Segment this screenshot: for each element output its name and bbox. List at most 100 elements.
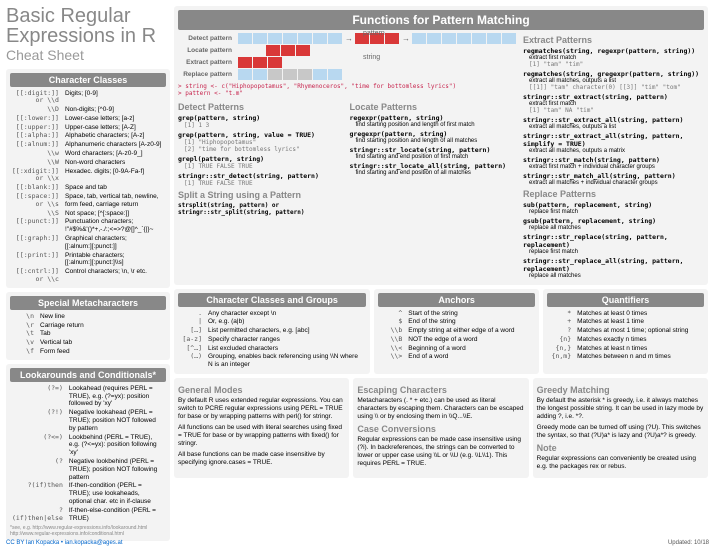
desc-cell: Carriage return bbox=[38, 321, 166, 330]
fn-desc: find starting position and length of fir… bbox=[350, 122, 518, 128]
fn-desc: find starting and end position of first … bbox=[350, 154, 518, 160]
replace-hdr: Replace Patterns bbox=[523, 189, 704, 199]
anchors-hdr: Anchors bbox=[378, 293, 535, 307]
ccg-hdr: Character Classes and Groups bbox=[178, 293, 366, 307]
lookaround-box: Lookarounds and Conditionals* (?=)Lookah… bbox=[6, 364, 170, 541]
desc-cell: If-then-condition (PERL = TRUE); use loo… bbox=[67, 482, 166, 506]
fn-out: [[1]] "tam" character(0) [[3]] "tim" "to… bbox=[523, 84, 704, 91]
fn-name: gregexpr(pattern, string) bbox=[350, 130, 518, 138]
desc-cell: Printable characters; [[:alnum:][:punct:… bbox=[63, 251, 166, 268]
desc-cell: Form feed bbox=[38, 348, 166, 357]
fn-out: [1] "tam" NA "tim" bbox=[523, 107, 704, 114]
split-txt: strsplit(string, pattern) or stringr::st… bbox=[178, 202, 346, 216]
fpm-hdr: Functions for Pattern Matching bbox=[178, 10, 704, 30]
code-cell: \\> bbox=[378, 353, 406, 362]
code-cell: \\W bbox=[10, 158, 63, 167]
detect-label: Detect pattern bbox=[178, 35, 238, 42]
desc-cell: Digits; [0-9] bbox=[63, 89, 166, 106]
desc-cell: Negative lookbehind (PERL = TRUE); posit… bbox=[67, 457, 166, 481]
page-title: Basic Regular Expressions in R Cheat She… bbox=[6, 6, 170, 63]
escape-hdr: Escaping Characters bbox=[357, 385, 524, 395]
para: Greedy mode can be turned off using (?U)… bbox=[537, 424, 704, 440]
pattern-label: pattern bbox=[363, 30, 385, 37]
fn-desc: replace all matches bbox=[523, 225, 704, 231]
fn-name: stringr::str_extract_all(string, pattern… bbox=[523, 116, 704, 124]
desc-cell: Graphical characters; [[:alnum:][:punct:… bbox=[63, 235, 166, 252]
extract-hdr: Extract Patterns bbox=[523, 35, 704, 45]
char-classes-table: [[:digit:]] or \\dDigits; [0-9]\\DNon-di… bbox=[10, 89, 166, 284]
desc-cell: Matches at least n times bbox=[575, 344, 704, 353]
desc-cell: Or, e.g. (a|b) bbox=[206, 318, 366, 327]
code-cell: [[:space:]] or \\s bbox=[10, 193, 63, 210]
greedy-hdr: Greedy Matching bbox=[537, 385, 704, 395]
caseconv-hdr: Case Conversions bbox=[357, 424, 524, 434]
code-cell: (…) bbox=[178, 353, 206, 370]
code-cell: [[:punct:]] bbox=[10, 218, 63, 235]
desc-cell: Lookahead (requires PERL = TRUE), e.g. (… bbox=[67, 384, 166, 408]
desc-cell: Negative lookahead (PERL = TRUE); positi… bbox=[67, 409, 166, 433]
ccg-box: Character Classes and Groups .Any charac… bbox=[174, 289, 370, 374]
footer: CC BY Ian Kopacka • ian.kopacka@ages.at … bbox=[6, 540, 709, 546]
code-cell: (?=) bbox=[10, 384, 67, 408]
locate-label: Locate pattern bbox=[178, 47, 238, 54]
desc-cell: Control characters; \n, \r etc. bbox=[63, 268, 166, 285]
desc-cell: NOT the edge of a word bbox=[406, 335, 535, 344]
left-column: Basic Regular Expressions in R Cheat She… bbox=[6, 6, 170, 545]
para: Regular expressions can be made case ins… bbox=[357, 436, 524, 469]
code-cell: [[:print:]] bbox=[10, 251, 63, 268]
para: By default the asterisk * is greedy, i.e… bbox=[537, 397, 704, 421]
desc-cell: Matches between n and m times bbox=[575, 353, 704, 362]
fn-name: stringr::str_match(string, pattern) bbox=[523, 156, 704, 164]
para: All functions can be used with literal s… bbox=[178, 424, 345, 448]
desc-cell: Specify character ranges bbox=[206, 335, 366, 344]
fn-name: regmatches(string, gregexpr(pattern, str… bbox=[523, 70, 704, 78]
desc-cell: Lookbehind (PERL = TRUE), e.g. (?<=yx): … bbox=[67, 433, 166, 457]
para: Metacharacters (. * + etc.) can be used … bbox=[357, 397, 524, 421]
code-cell: (?!) bbox=[10, 409, 67, 433]
footer-credit[interactable]: CC BY Ian Kopacka • ian.kopacka@ages.at bbox=[6, 540, 122, 546]
detect-hdr: Detect Patterns bbox=[178, 102, 346, 112]
desc-cell: Matches at least 0 times bbox=[575, 309, 704, 318]
desc-cell: Matches exactly n times bbox=[575, 335, 704, 344]
fn-out: [1] TRUE FALSE TRUE bbox=[178, 180, 346, 187]
fn-name: stringr::str_locate_all(string, pattern) bbox=[350, 162, 518, 170]
note-hdr: Note bbox=[537, 443, 704, 453]
string-label: string bbox=[363, 54, 380, 61]
footer-date: Updated: 10/18 bbox=[668, 540, 709, 546]
greedy-box: Greedy Matching By default the asterisk … bbox=[533, 378, 708, 479]
fn-desc: replace first match bbox=[523, 249, 704, 255]
extract-label: Extract pattern bbox=[178, 59, 238, 66]
fn-name: stringr::str_detect(string, pattern) bbox=[178, 172, 346, 180]
fn-name: gsub(pattern, replacement, string) bbox=[523, 217, 704, 225]
fn-desc: extract all matches, outputs a matrix bbox=[523, 148, 704, 154]
escape-box: Escaping Characters Metacharacters (. * … bbox=[353, 378, 528, 479]
split-hdr: Split a String using a Pattern bbox=[178, 190, 346, 200]
fn-desc: extract all matches + individual charact… bbox=[523, 180, 704, 186]
desc-cell: Space and tab bbox=[63, 184, 166, 193]
desc-cell: Start of the string bbox=[406, 309, 535, 318]
code-cell: ^ bbox=[378, 309, 406, 318]
desc-cell: Non-word characters bbox=[63, 158, 166, 167]
fn-name: grepl(pattern, string) bbox=[178, 155, 346, 163]
desc-cell: Matches at most 1 time; optional string bbox=[575, 327, 704, 336]
desc-cell: Alphanumeric characters [A-z0-9] bbox=[63, 141, 166, 150]
desc-cell: Hexadec. digits; [0-9A-Fa-f] bbox=[63, 167, 166, 184]
code-cell: [[:digit:]] or \\d bbox=[10, 89, 63, 106]
desc-cell: Upper-case letters; [A-Z] bbox=[63, 123, 166, 132]
desc-cell: Beginning of a word bbox=[406, 344, 535, 353]
code-cell: ?(if)then bbox=[10, 482, 67, 506]
desc-cell: If-then-else-condition (PERL = TRUE) bbox=[67, 506, 166, 523]
char-classes-box: Character Classes [[:digit:]] or \\dDigi… bbox=[6, 69, 170, 288]
desc-cell: Vertical tab bbox=[38, 339, 166, 348]
desc-cell: Any character except \n bbox=[206, 309, 366, 318]
fn-desc: replace first match bbox=[523, 209, 704, 215]
fn-name: stringr::str_extract(string, pattern) bbox=[523, 93, 704, 101]
code-cell: {n,m} bbox=[547, 353, 575, 362]
desc-cell: Not space; [^[:space:]] bbox=[63, 209, 166, 218]
desc-cell: Empty string at either edge of a word bbox=[406, 327, 535, 336]
desc-cell: Matches at least 1 time bbox=[575, 318, 704, 327]
code-cell: [[:lower:]] bbox=[10, 114, 63, 123]
code-cell: [[:graph:]] bbox=[10, 235, 63, 252]
desc-cell: Space, tab, vertical tab, newline, form … bbox=[63, 193, 166, 210]
desc-cell: List excluded characters bbox=[206, 344, 366, 353]
